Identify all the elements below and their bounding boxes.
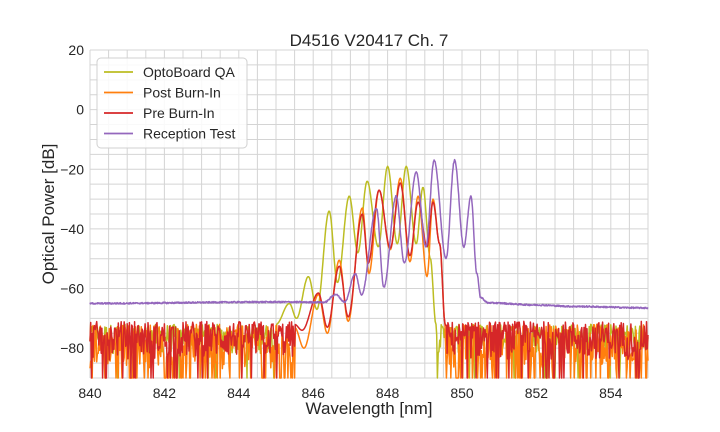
y-tick-label: −40 [60,221,84,237]
series-line-pre-burn-in [89,182,649,379]
legend-entry: Pre Burn-In [143,105,215,121]
y-tick-label: −60 [60,281,84,297]
y-axis-label: Optical Power [dB] [39,144,58,285]
series-lines [89,158,649,379]
x-tick-label: 844 [227,385,251,401]
x-tick-label: 842 [153,385,177,401]
x-tick-label: 840 [78,385,102,401]
x-tick-label: 850 [450,385,474,401]
x-tick-label: 846 [302,385,326,401]
y-tick-label: 20 [68,42,84,58]
y-tick-label: −80 [60,340,84,356]
series-line-reception-test [89,158,649,310]
x-tick-labels: 840 842 844 846 848 850 852 854 [78,385,622,401]
x-tick-label: 848 [376,385,400,401]
y-tick-labels: 20 0 −20 −40 −60 −80 [60,42,84,356]
y-tick-label: −20 [60,161,84,177]
chart-title: D4516 V20417 Ch. 7 [290,31,449,50]
x-axis-label: Wavelength [nm] [306,399,433,418]
x-tick-label: 854 [599,385,623,401]
legend-entry: Post Burn-In [143,85,221,101]
x-tick-label: 852 [525,385,549,401]
y-tick-label: 0 [76,102,84,118]
legend-entry: OptoBoard QA [143,64,235,80]
legend: OptoBoard QA Post Burn-In Pre Burn-In Recep… [96,57,248,149]
legend-entry: Reception Test [143,126,235,142]
legend-box [96,57,248,149]
